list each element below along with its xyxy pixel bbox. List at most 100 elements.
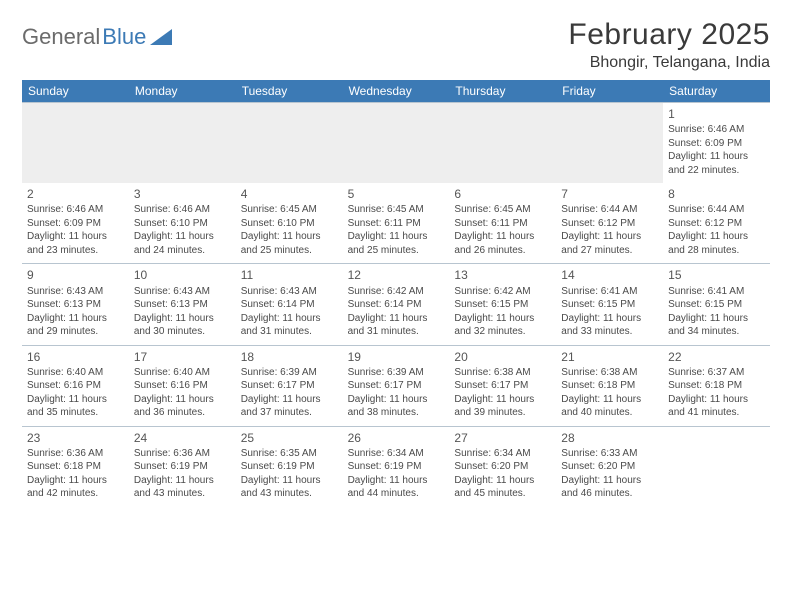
day-dl1: Daylight: 11 hours	[134, 230, 231, 244]
day-sunrise: Sunrise: 6:38 AM	[561, 366, 658, 380]
day-cell: 16Sunrise: 6:40 AMSunset: 6:16 PMDayligh…	[22, 346, 129, 426]
day-dl1: Daylight: 11 hours	[348, 393, 445, 407]
week-row: 2Sunrise: 6:46 AMSunset: 6:09 PMDaylight…	[22, 183, 770, 263]
day-sunset: Sunset: 6:18 PM	[27, 460, 124, 474]
calendar-page: GeneralBlue February 2025 Bhongir, Telan…	[0, 0, 792, 525]
day-cell: 5Sunrise: 6:45 AMSunset: 6:11 PMDaylight…	[343, 183, 450, 263]
day-dl1: Daylight: 11 hours	[27, 393, 124, 407]
day-sunrise: Sunrise: 6:33 AM	[561, 447, 658, 461]
day-dl1: Daylight: 11 hours	[454, 230, 551, 244]
day-sunrise: Sunrise: 6:44 AM	[561, 203, 658, 217]
day-cell-empty	[236, 103, 343, 183]
day-cell-empty	[22, 103, 129, 183]
day-cell: 12Sunrise: 6:42 AMSunset: 6:14 PMDayligh…	[343, 264, 450, 344]
day-dl1: Daylight: 11 hours	[27, 474, 124, 488]
day-sunrise: Sunrise: 6:43 AM	[27, 285, 124, 299]
month-title: February 2025	[568, 18, 770, 52]
day-dl2: and 32 minutes.	[454, 325, 551, 339]
day-sunset: Sunset: 6:19 PM	[241, 460, 338, 474]
day-sunrise: Sunrise: 6:39 AM	[348, 366, 445, 380]
day-cell: 4Sunrise: 6:45 AMSunset: 6:10 PMDaylight…	[236, 183, 343, 263]
day-sunrise: Sunrise: 6:35 AM	[241, 447, 338, 461]
day-cell: 17Sunrise: 6:40 AMSunset: 6:16 PMDayligh…	[129, 346, 236, 426]
day-cell: 27Sunrise: 6:34 AMSunset: 6:20 PMDayligh…	[449, 427, 556, 507]
day-cell-empty	[663, 427, 770, 507]
day-sunset: Sunset: 6:09 PM	[668, 137, 765, 151]
day-sunset: Sunset: 6:18 PM	[561, 379, 658, 393]
day-number: 8	[668, 186, 765, 202]
day-dl2: and 40 minutes.	[561, 406, 658, 420]
day-number: 17	[134, 349, 231, 365]
day-sunrise: Sunrise: 6:45 AM	[241, 203, 338, 217]
day-sunset: Sunset: 6:19 PM	[134, 460, 231, 474]
day-dl1: Daylight: 11 hours	[134, 312, 231, 326]
day-dl1: Daylight: 11 hours	[348, 312, 445, 326]
weekday-header: Monday	[129, 80, 236, 102]
day-dl1: Daylight: 11 hours	[454, 474, 551, 488]
day-sunrise: Sunrise: 6:46 AM	[668, 123, 765, 137]
day-sunset: Sunset: 6:15 PM	[668, 298, 765, 312]
day-dl2: and 39 minutes.	[454, 406, 551, 420]
day-sunset: Sunset: 6:16 PM	[134, 379, 231, 393]
logo-text-blue: Blue	[102, 24, 146, 50]
day-cell: 9Sunrise: 6:43 AMSunset: 6:13 PMDaylight…	[22, 264, 129, 344]
day-sunset: Sunset: 6:17 PM	[241, 379, 338, 393]
day-dl1: Daylight: 11 hours	[241, 474, 338, 488]
day-dl1: Daylight: 11 hours	[454, 312, 551, 326]
day-number: 10	[134, 267, 231, 283]
day-dl1: Daylight: 11 hours	[241, 230, 338, 244]
day-dl2: and 45 minutes.	[454, 487, 551, 501]
day-sunset: Sunset: 6:10 PM	[241, 217, 338, 231]
day-sunset: Sunset: 6:11 PM	[348, 217, 445, 231]
day-dl1: Daylight: 11 hours	[668, 393, 765, 407]
day-sunrise: Sunrise: 6:42 AM	[348, 285, 445, 299]
week-row: 16Sunrise: 6:40 AMSunset: 6:16 PMDayligh…	[22, 345, 770, 426]
day-number: 2	[27, 186, 124, 202]
day-dl2: and 37 minutes.	[241, 406, 338, 420]
day-sunset: Sunset: 6:19 PM	[348, 460, 445, 474]
day-dl2: and 25 minutes.	[241, 244, 338, 258]
day-number: 7	[561, 186, 658, 202]
weekday-header: Friday	[556, 80, 663, 102]
weekday-header: Sunday	[22, 80, 129, 102]
calendar-grid: Sunday Monday Tuesday Wednesday Thursday…	[22, 80, 770, 507]
day-dl2: and 43 minutes.	[241, 487, 338, 501]
day-number: 18	[241, 349, 338, 365]
day-sunrise: Sunrise: 6:45 AM	[454, 203, 551, 217]
day-cell: 14Sunrise: 6:41 AMSunset: 6:15 PMDayligh…	[556, 264, 663, 344]
day-sunrise: Sunrise: 6:36 AM	[134, 447, 231, 461]
day-dl2: and 44 minutes.	[348, 487, 445, 501]
day-cell: 3Sunrise: 6:46 AMSunset: 6:10 PMDaylight…	[129, 183, 236, 263]
day-dl2: and 42 minutes.	[27, 487, 124, 501]
weeks-container: 1Sunrise: 6:46 AMSunset: 6:09 PMDaylight…	[22, 102, 770, 507]
day-number: 13	[454, 267, 551, 283]
day-cell: 11Sunrise: 6:43 AMSunset: 6:14 PMDayligh…	[236, 264, 343, 344]
day-number: 6	[454, 186, 551, 202]
day-dl2: and 31 minutes.	[348, 325, 445, 339]
day-dl1: Daylight: 11 hours	[561, 474, 658, 488]
logo-triangle-icon	[150, 29, 172, 45]
day-cell: 18Sunrise: 6:39 AMSunset: 6:17 PMDayligh…	[236, 346, 343, 426]
day-cell: 13Sunrise: 6:42 AMSunset: 6:15 PMDayligh…	[449, 264, 556, 344]
day-sunset: Sunset: 6:16 PM	[27, 379, 124, 393]
day-cell-empty	[343, 103, 450, 183]
day-sunset: Sunset: 6:13 PM	[134, 298, 231, 312]
day-number: 9	[27, 267, 124, 283]
day-sunset: Sunset: 6:13 PM	[27, 298, 124, 312]
day-cell: 7Sunrise: 6:44 AMSunset: 6:12 PMDaylight…	[556, 183, 663, 263]
day-sunrise: Sunrise: 6:41 AM	[561, 285, 658, 299]
day-number: 20	[454, 349, 551, 365]
day-number: 3	[134, 186, 231, 202]
day-sunrise: Sunrise: 6:44 AM	[668, 203, 765, 217]
day-cell-empty	[449, 103, 556, 183]
day-cell: 28Sunrise: 6:33 AMSunset: 6:20 PMDayligh…	[556, 427, 663, 507]
day-dl1: Daylight: 11 hours	[561, 230, 658, 244]
day-sunrise: Sunrise: 6:46 AM	[134, 203, 231, 217]
day-cell: 26Sunrise: 6:34 AMSunset: 6:19 PMDayligh…	[343, 427, 450, 507]
day-sunset: Sunset: 6:17 PM	[348, 379, 445, 393]
day-dl2: and 43 minutes.	[134, 487, 231, 501]
day-number: 26	[348, 430, 445, 446]
header: GeneralBlue February 2025 Bhongir, Telan…	[22, 18, 770, 72]
day-sunrise: Sunrise: 6:38 AM	[454, 366, 551, 380]
day-sunset: Sunset: 6:15 PM	[454, 298, 551, 312]
